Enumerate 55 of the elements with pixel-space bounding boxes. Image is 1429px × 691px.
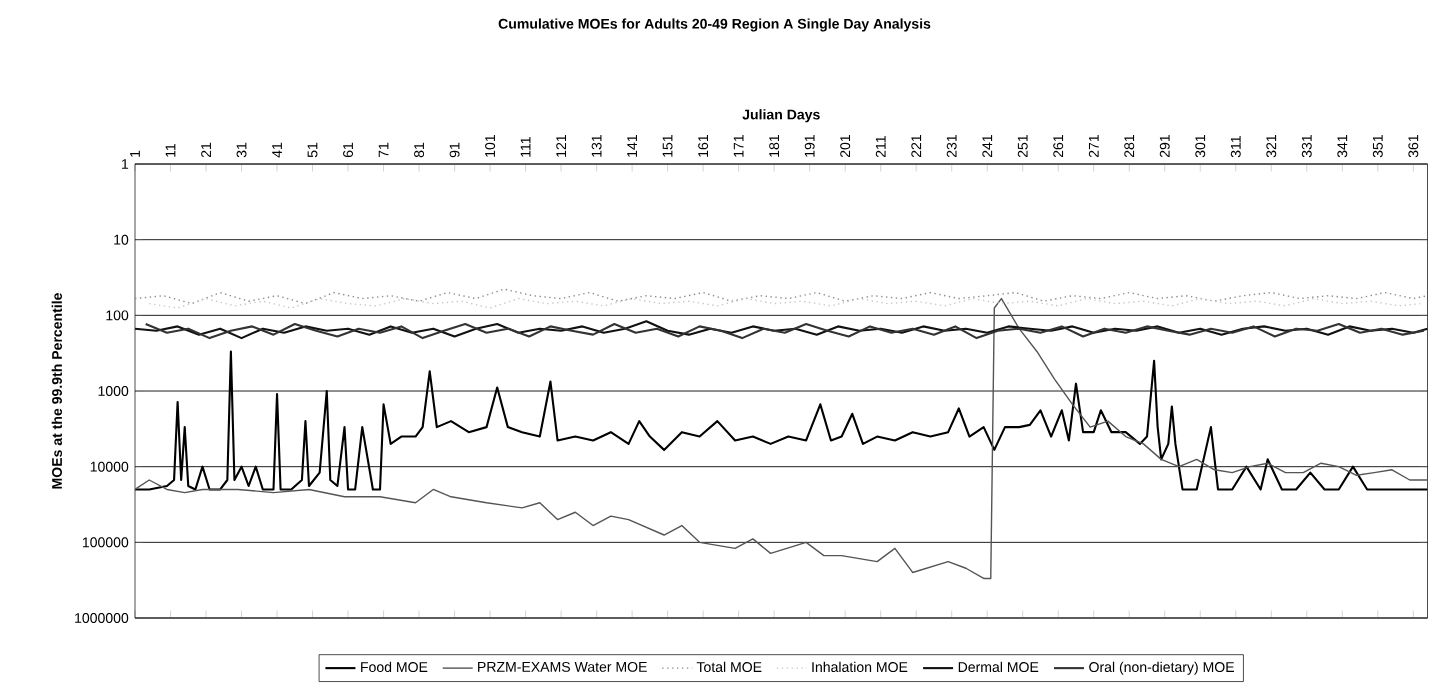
x-tick-label: 191 — [804, 135, 815, 157]
x-tick-label: 81 — [414, 142, 425, 158]
y-tick-label: 1000 — [98, 386, 129, 396]
x-tick-label: 31 — [236, 142, 247, 158]
x-tick-label: 241 — [982, 135, 993, 158]
x-tick-label: 131 — [591, 135, 602, 157]
x-tick-label: 201 — [840, 135, 851, 158]
y-tick-label: 1000000 — [75, 613, 129, 623]
x-tick-label: 21 — [201, 142, 211, 158]
x-tick-label: 1 — [130, 150, 140, 157]
x-tick-label: 281 — [1124, 135, 1135, 158]
chart-title: Cumulative MOEs for Adults 20-49 Region A Single Day Analysis — [498, 18, 931, 32]
y-tick-label: 100 — [106, 310, 129, 321]
x-tick-label: 221 — [911, 135, 922, 158]
x-tick-label: 261 — [1053, 135, 1064, 158]
x-tick-label: 301 — [1195, 135, 1206, 158]
x-tick-label: 181 — [769, 135, 780, 157]
legend-label: PRZM-EXAMS Water MOE — [478, 661, 647, 672]
x-tick-label: 251 — [1017, 135, 1028, 158]
x-tick-label: 101 — [485, 135, 496, 157]
x-tick-label: 211 — [875, 136, 886, 158]
x-tick-label: 11 — [165, 143, 176, 157]
x-tick-label: 351 — [1372, 135, 1383, 158]
x-tick-label: 271 — [1088, 135, 1099, 158]
line-series — [148, 297, 1422, 309]
legend-label: Food MOE — [361, 661, 428, 673]
y-tick-label: 1 — [122, 159, 129, 169]
x-tick-label: 151 — [662, 135, 673, 157]
x-tick-label: 41 — [272, 142, 282, 158]
x-tick-label: 61 — [343, 142, 354, 158]
legend-label: Inhalation MOE — [812, 661, 908, 673]
y-tick-label: 10 — [114, 234, 129, 245]
x-tick-label: 171 — [733, 135, 744, 157]
x-tick-label: 231 — [946, 135, 957, 158]
x-tick-label: 361 — [1408, 135, 1419, 158]
y-tick-label: 100000 — [82, 537, 129, 548]
x-tick-label: 161 — [698, 135, 709, 157]
line-series — [135, 297, 1428, 580]
x-tick-label: 71 — [378, 142, 389, 158]
x-tick-label: 141 — [627, 135, 637, 157]
x-tick-label: 311 — [1230, 136, 1241, 158]
x-tick-label: 91 — [449, 142, 460, 158]
x-tick-label: 291 — [1159, 135, 1170, 158]
x-axis-title: Julian Days — [742, 109, 820, 123]
legend-label: Dermal MOE — [958, 661, 1039, 673]
x-tick-label: 341 — [1337, 135, 1348, 158]
x-tick-label: 51 — [307, 142, 318, 158]
legend-label: Oral (non-dietary) MOE — [1089, 661, 1234, 675]
y-tick-label: 10000 — [90, 461, 129, 472]
x-tick-label: 121 — [556, 135, 567, 157]
y-axis-title: MOEs at the 99.9th Percentile — [51, 293, 62, 489]
x-tick-label: 321 — [1266, 135, 1277, 158]
x-tick-label: 111 — [520, 137, 531, 157]
legend-label: Total MOE — [696, 661, 762, 673]
x-tick-label: 331 — [1301, 135, 1312, 158]
